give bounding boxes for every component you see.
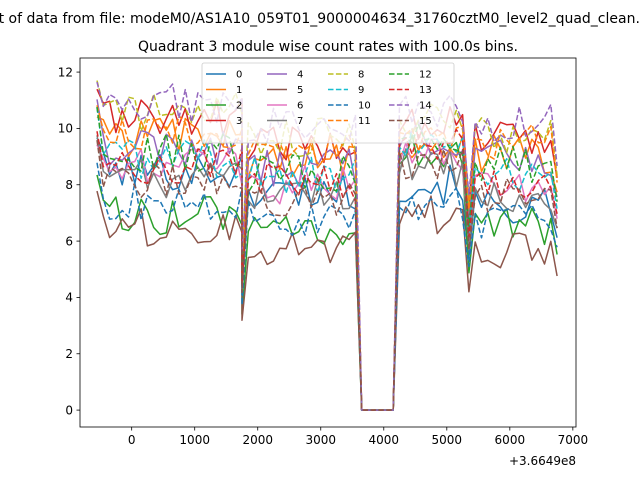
series-line-3 — [96, 88, 558, 411]
x-tick-label: 4000 — [369, 433, 400, 447]
legend-label-6: 6 — [297, 101, 303, 112]
axis-ticks: 0 1000 2000 3000 4000 5000 6000 7000024681012+3… — [58, 65, 588, 468]
legend-label-13: 13 — [419, 85, 432, 96]
series-line-8 — [96, 80, 558, 411]
y-tick-label: 4 — [65, 291, 73, 305]
legend-label-11: 11 — [358, 116, 371, 127]
legend-label-10: 10 — [358, 101, 371, 112]
x-tick-label: 1000 — [179, 433, 210, 447]
legend-label-0: 0 — [236, 70, 242, 81]
legend-box — [201, 62, 455, 144]
legend-label-14: 14 — [419, 101, 432, 112]
y-tick-label: 8 — [65, 178, 73, 192]
axes-frame — [79, 57, 577, 428]
chart-title: Quadrant 3 module wise count rates with … — [138, 39, 518, 55]
y-tick-label: 12 — [58, 65, 73, 79]
figure-suptitle: Plot of data from file: modeM0/AS1A10_05… — [0, 11, 640, 27]
y-tick-label: 10 — [58, 122, 73, 136]
y-tick-label: 6 — [65, 234, 73, 248]
series-line-13 — [96, 128, 558, 411]
x-tick-label: 6000 — [495, 433, 526, 447]
x-offset-label: +3.6649e8 — [509, 454, 576, 468]
series-line-0 — [96, 137, 558, 411]
plot-area — [79, 57, 577, 428]
series-line-10 — [96, 162, 558, 411]
series-line-5 — [96, 190, 558, 411]
legend-label-7: 7 — [297, 116, 303, 127]
legend-label-4: 4 — [297, 70, 303, 81]
legend-label-15: 15 — [419, 116, 432, 127]
legend-label-1: 1 — [236, 85, 242, 96]
x-tick-label: 3000 — [305, 433, 336, 447]
series-line-11 — [96, 105, 558, 411]
y-tick-label: 0 — [65, 403, 73, 417]
legend-label-12: 12 — [419, 70, 432, 81]
legend-label-8: 8 — [358, 70, 364, 81]
series-line-15 — [96, 139, 558, 411]
legend-label-9: 9 — [358, 85, 364, 96]
x-tick-label: 7000 — [558, 433, 589, 447]
x-tick-label: 0 — [128, 433, 136, 447]
x-tick-label: 2000 — [242, 433, 273, 447]
legend-label-3: 3 — [236, 116, 242, 127]
series-line-4 — [96, 99, 558, 411]
legend-label-5: 5 — [297, 85, 303, 96]
legend-label-2: 2 — [236, 101, 242, 112]
y-tick-label: 2 — [65, 347, 73, 361]
x-tick-label: 5000 — [432, 433, 463, 447]
